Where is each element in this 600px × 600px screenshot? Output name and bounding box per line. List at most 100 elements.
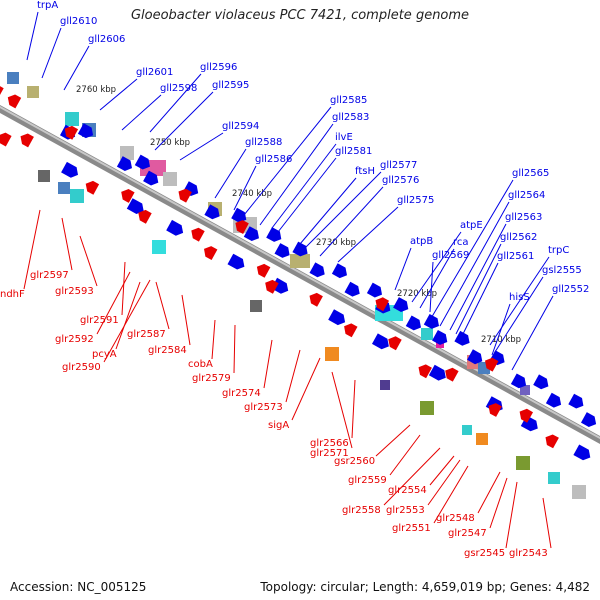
- forward-gene-arrow: [126, 198, 144, 214]
- feature-block: [58, 182, 70, 194]
- forward-gene-label: gll2594: [222, 121, 259, 132]
- forward-gene-label: gll2601: [136, 67, 173, 78]
- forward-gene-label: ftsH: [355, 166, 375, 177]
- reverse-gene-arrow: [375, 297, 389, 312]
- feature-block: [290, 254, 310, 268]
- forward-gene-label: gll2585: [330, 95, 367, 106]
- reverse-gene-leader-line: [505, 481, 518, 549]
- forward-gene-arrow: [467, 349, 483, 365]
- reverse-gene-leader-line: [429, 455, 455, 486]
- forward-gene-arrow: [366, 282, 382, 298]
- reverse-gene-labels: glr2597 ndhF glr2593 glr2591 glr2592 pcyA glr2…: [0, 209, 552, 559]
- reverse-gene-leader-line: [263, 339, 273, 389]
- feature-block: [120, 146, 134, 160]
- reverse-gene-leader-line: [96, 271, 131, 335]
- reverse-gene-arrow: [20, 133, 34, 148]
- reverse-gene-leader-line: [477, 471, 501, 514]
- reverse-gene-label: glr2571: [310, 448, 349, 459]
- reverse-gene-leader-line: [103, 279, 151, 363]
- forward-gene-arrow: [309, 262, 325, 278]
- forward-gene-arrow: [61, 161, 78, 178]
- genome-backbone: [0, 105, 600, 444]
- reverse-gene-label: glr2584: [148, 345, 187, 356]
- reverse-gene-leader-line: [181, 294, 191, 346]
- forward-gene-leader-line: [511, 295, 554, 371]
- reverse-gene-arrow: [488, 403, 502, 417]
- forward-gene-arrow: [372, 333, 389, 350]
- reverse-gene-leader-line: [375, 424, 411, 457]
- forward-gene-leader-line: [449, 223, 507, 331]
- forward-gene-label: gll2588: [245, 137, 282, 148]
- forward-gene-label: gll2563: [505, 212, 542, 223]
- forward-gene-leader-line: [419, 248, 455, 309]
- reverse-gene-leader-line: [115, 281, 141, 350]
- scale-label: 2750 kbp: [150, 138, 190, 148]
- forward-gene-label: gll2581: [335, 146, 372, 157]
- forward-gene-arrow: [423, 314, 439, 329]
- reverse-gene-leader-line: [433, 465, 469, 524]
- reverse-gene-label: glr2558: [342, 505, 381, 516]
- forward-gene-leader-line: [299, 177, 357, 245]
- reverse-gene-label: ndhF: [0, 289, 25, 300]
- reverse-gene-leader-line: [291, 357, 321, 421]
- reverse-gene-label: cobA: [188, 359, 213, 370]
- reverse-gene-arrow: [519, 408, 533, 423]
- map-title: Gloeobacter violaceus PCC 7421, complete…: [130, 8, 470, 23]
- reverse-gene-arrow: [191, 227, 205, 242]
- reverse-gene-label: glr2551: [392, 523, 431, 534]
- reverse-gene-label: pcyA: [92, 349, 117, 360]
- forward-gene-label: gll2552: [552, 284, 589, 295]
- reverse-gene-arrow: [309, 292, 323, 307]
- forward-gene-arrow: [143, 170, 159, 186]
- forward-gene-label: gll2596: [200, 62, 237, 73]
- reverse-gene-arrow: [0, 132, 12, 147]
- reverse-gene-arrow: [344, 323, 358, 338]
- forward-gene-arrow: [243, 226, 259, 241]
- genome-summary: Topology: circular; Length: 4,659,019 bp…: [260, 580, 590, 594]
- forward-gene-label: atpB: [410, 236, 433, 247]
- forward-gene-leader-line: [179, 132, 224, 161]
- feature-block: [163, 172, 177, 186]
- feature-block: [7, 72, 19, 84]
- forward-gene-leader-line: [304, 171, 382, 249]
- reverse-gene-leader-line: [331, 371, 353, 449]
- forward-gene-leader-line: [233, 165, 257, 211]
- forward-gene-arrow: [428, 364, 446, 381]
- feature-block: [65, 112, 79, 126]
- forward-gene-leader-line: [491, 303, 511, 356]
- feature-block: [520, 385, 530, 395]
- forward-gene-arrow: [204, 204, 220, 220]
- forward-gene-label: gll2562: [500, 232, 537, 243]
- reverse-gene-leader-line: [489, 477, 508, 529]
- reverse-gene-label: glr2548: [436, 513, 475, 524]
- reverse-gene-label: glr2587: [127, 329, 166, 340]
- reverse-gene-leader-line: [389, 434, 421, 476]
- forward-gene-label: gll2577: [380, 160, 417, 171]
- feature-block: [38, 170, 50, 182]
- forward-gene-label: ilvE: [335, 132, 353, 143]
- feature-block: [250, 300, 262, 312]
- reverse-gene-label: glr2543: [509, 548, 548, 559]
- forward-gene-arrow: [344, 281, 360, 297]
- reverse-gene-leader-line: [211, 319, 216, 360]
- forward-gene-label: gll2565: [512, 168, 549, 179]
- forward-gene-leader-line: [494, 276, 544, 353]
- scale-label: 2710 kbp: [481, 335, 521, 345]
- forward-gene-leader-line: [259, 123, 334, 226]
- forward-gene-label: atpE: [460, 220, 483, 231]
- forward-gene-label: gll2583: [332, 112, 369, 123]
- reverse-gene-leader-line: [383, 447, 441, 506]
- forward-gene-leader-line: [149, 73, 202, 133]
- reverse-gene-arrow: [485, 357, 499, 372]
- reverse-gene-arrow: [256, 263, 271, 278]
- feature-block: [325, 347, 339, 361]
- forward-gene-arrow: [274, 243, 290, 258]
- forward-gene-leader-line: [277, 157, 337, 233]
- forward-gene-leader-line: [439, 201, 510, 327]
- forward-gene-leader-line: [455, 243, 502, 335]
- scale-label: 2740 kbp: [232, 189, 272, 199]
- forward-gene-arrow: [77, 123, 94, 139]
- forward-gene-arrow: [454, 330, 470, 346]
- reverse-gene-label: glr2593: [55, 286, 94, 297]
